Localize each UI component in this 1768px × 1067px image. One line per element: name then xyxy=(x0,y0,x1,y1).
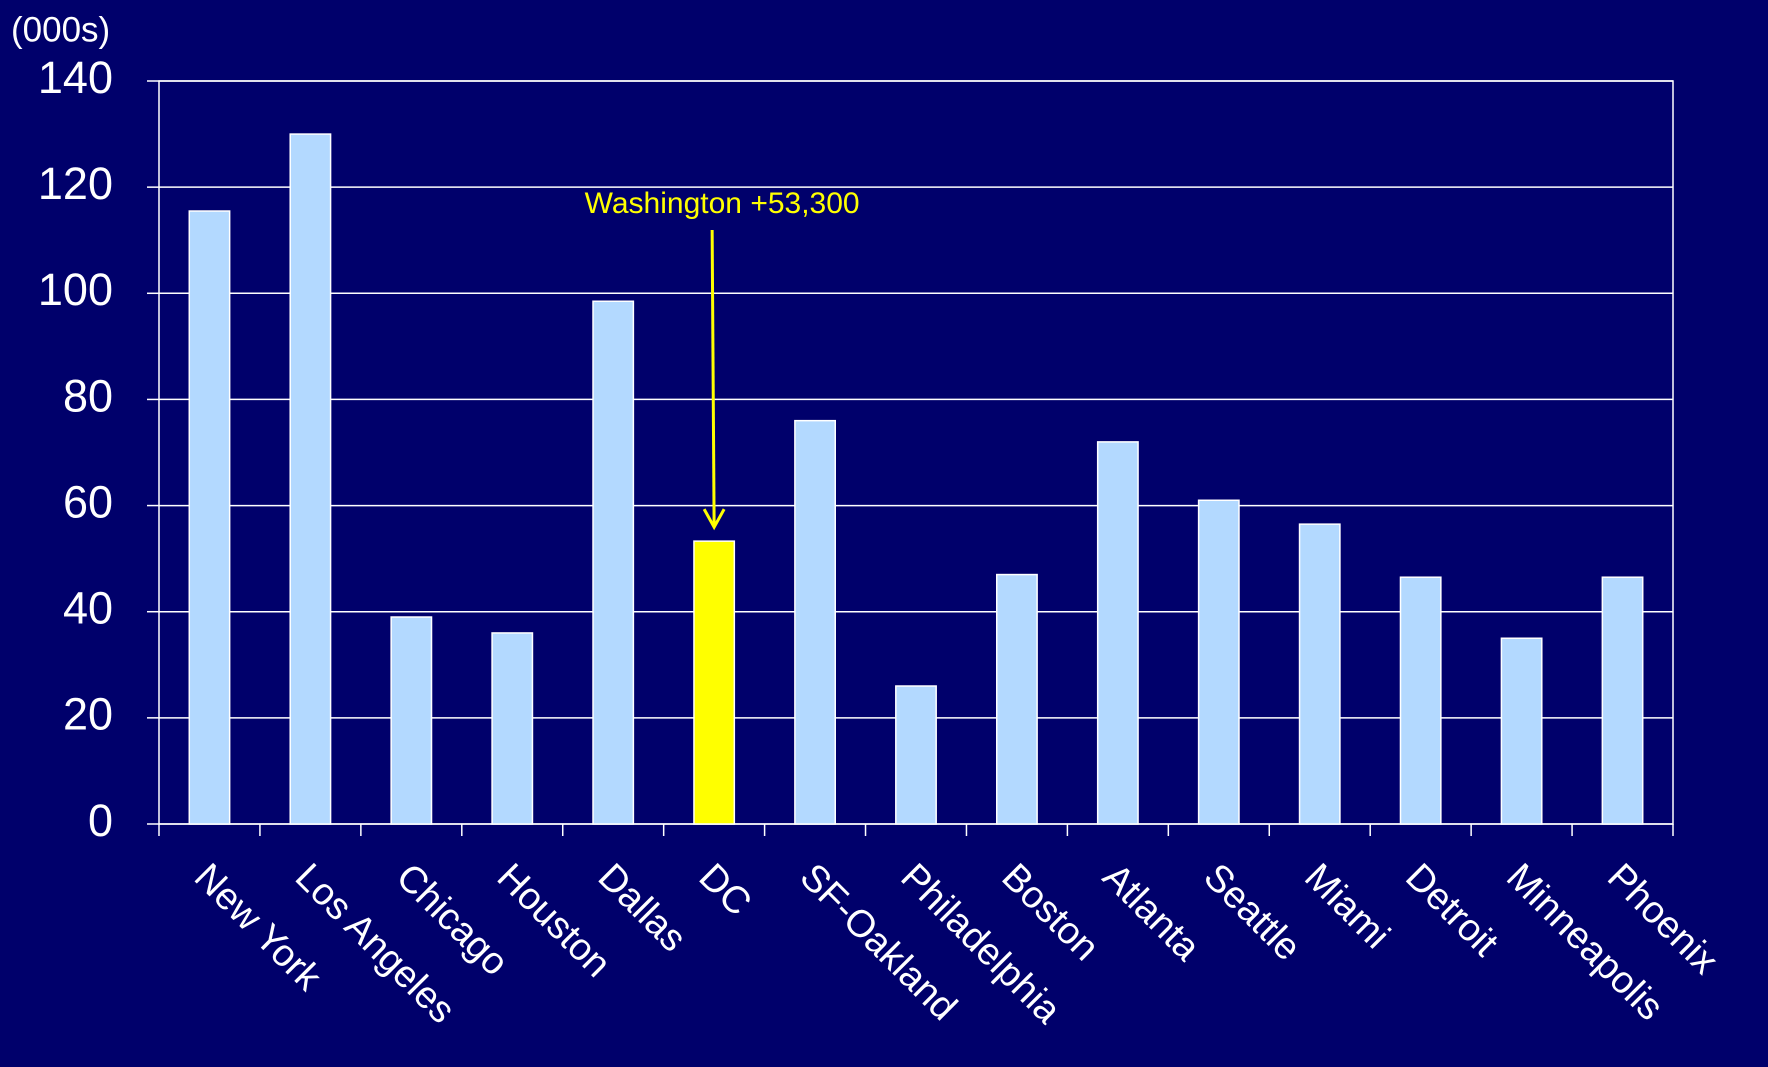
annotation-arrowhead xyxy=(702,508,726,531)
bar xyxy=(1096,441,1139,825)
bar xyxy=(1500,637,1543,825)
annotation: Washington +53,300 xyxy=(585,187,860,220)
y-tick-label: 60 xyxy=(63,476,113,527)
y-tick-label: 20 xyxy=(63,689,113,740)
y-tick-label: 100 xyxy=(38,264,113,315)
y-tick-label: 0 xyxy=(88,795,113,846)
y-unit-label: (000s) xyxy=(11,10,110,49)
bar xyxy=(794,419,837,825)
annotation-arrow xyxy=(710,229,716,528)
bar xyxy=(592,300,635,825)
bar xyxy=(1399,576,1442,825)
bar xyxy=(491,632,534,825)
bar xyxy=(390,616,433,825)
bar xyxy=(895,685,937,825)
y-tick-label: 140 xyxy=(38,52,113,103)
bar xyxy=(289,133,332,825)
bar xyxy=(693,540,736,825)
y-tick-label: 40 xyxy=(63,583,113,634)
bar xyxy=(1601,576,1644,825)
y-tick-label: 80 xyxy=(63,370,113,421)
y-tick-label: 120 xyxy=(38,158,113,209)
bar xyxy=(995,573,1038,825)
bar xyxy=(188,210,231,825)
bar xyxy=(1197,499,1240,825)
bar xyxy=(1298,523,1341,825)
